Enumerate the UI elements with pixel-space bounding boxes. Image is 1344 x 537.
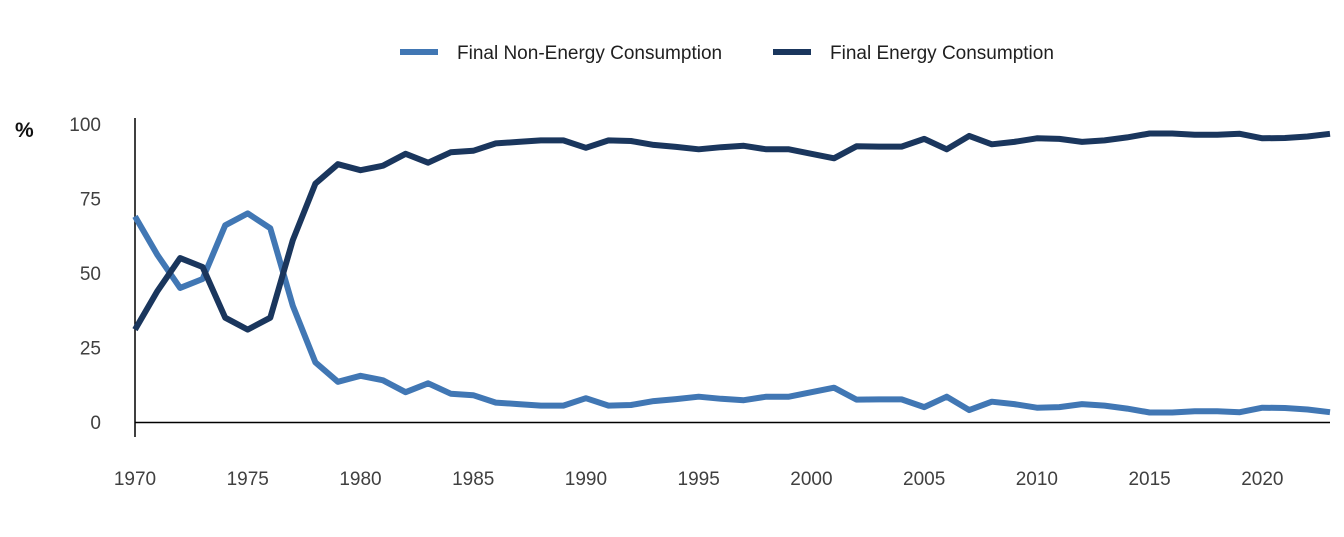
y-tick-label: 75 — [80, 190, 101, 211]
x-tick-label: 1975 — [227, 469, 269, 490]
x-tick-label: 1985 — [452, 469, 494, 490]
y-axis-ticks: 0 25 50 75 100 — [69, 115, 101, 434]
y-axis-unit-label: % — [15, 119, 34, 142]
x-tick-label: 2005 — [903, 469, 945, 490]
x-tick-label: 2020 — [1241, 469, 1283, 490]
x-tick-label: 1990 — [565, 469, 607, 490]
x-tick-label: 2000 — [790, 469, 832, 490]
legend: Final Non-Energy Consumption Final Energ… — [400, 43, 1054, 64]
x-tick-label: 2010 — [1016, 469, 1058, 490]
x-tick-label: 1970 — [114, 469, 156, 490]
series-lines — [132, 130, 1331, 416]
y-tick-label: 25 — [80, 339, 101, 360]
legend-label-energy: Final Energy Consumption — [830, 43, 1054, 64]
x-axis-ticks: 1970 1975 1980 1985 1990 1995 2000 2005 2010 2015… — [114, 469, 1284, 490]
series-line-non-energy — [132, 210, 1331, 416]
series-line-energy — [132, 130, 1331, 333]
legend-label-non-energy: Final Non-Energy Consumption — [457, 43, 722, 64]
x-tick-label: 1980 — [339, 469, 381, 490]
x-tick-label: 1995 — [678, 469, 720, 490]
y-tick-label: 100 — [69, 115, 101, 136]
y-tick-label: 50 — [80, 264, 101, 285]
y-tick-label: 0 — [90, 413, 101, 434]
x-tick-label: 2015 — [1128, 469, 1170, 490]
